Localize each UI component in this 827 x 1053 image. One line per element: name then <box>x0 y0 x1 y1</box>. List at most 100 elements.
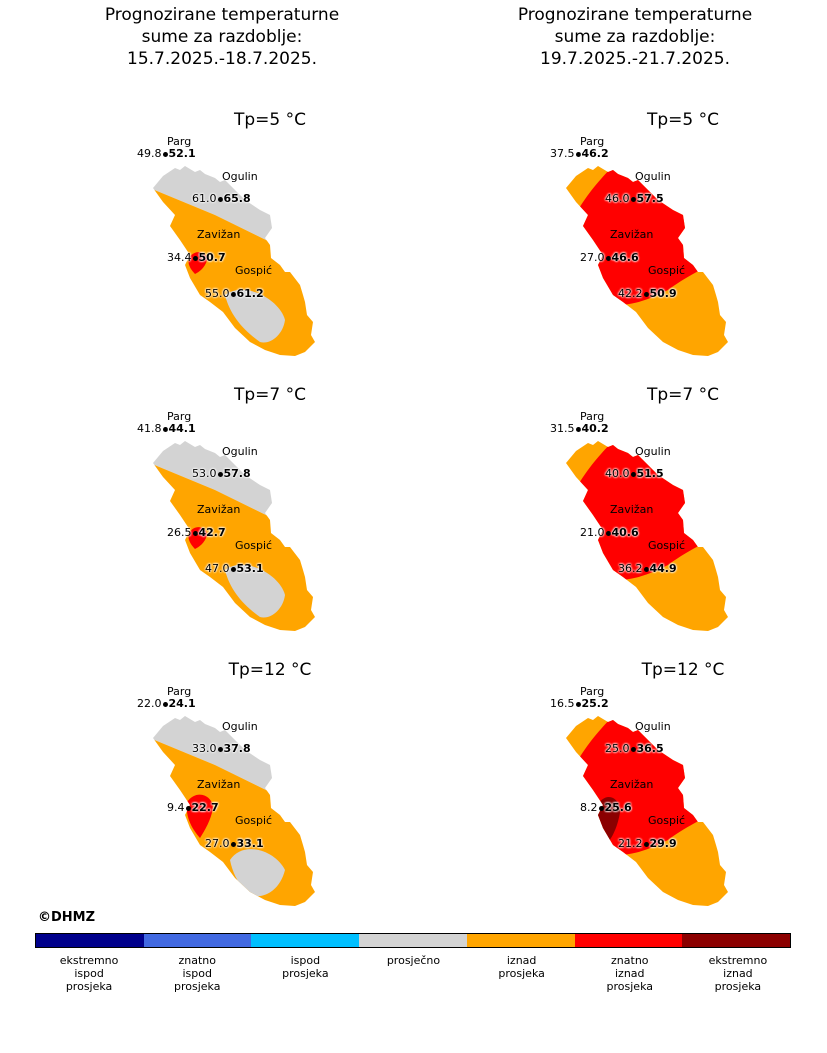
legend-label: ekstremno iznad prosjeka <box>708 954 768 993</box>
station-values: 21.0 40.6 <box>580 526 639 539</box>
station-values: 26.5 42.7 <box>167 526 226 539</box>
panel-title: Tp=7 °C <box>646 385 719 405</box>
station-values: 41.8 44.1 <box>137 422 196 435</box>
observed-sum: 61.0 <box>192 192 217 205</box>
forecast-sum: 46.2 <box>581 147 609 160</box>
legend-label: znatno iznad prosjeka <box>606 954 653 993</box>
station-name: Parg <box>580 135 605 148</box>
forecast-sum: 50.9 <box>649 287 677 300</box>
forecast-sum: 24.1 <box>168 697 196 710</box>
station-values: 55.0 61.2 <box>205 287 264 300</box>
station-name: Gospić <box>648 264 686 277</box>
region-map <box>566 441 728 631</box>
map-panel: Tp=12 °C Parg 22.0 24.1 Ogulin 33.0 37.8 Zaviža… <box>135 660 395 906</box>
station-dot-icon <box>643 291 649 297</box>
station-name: Zavižan <box>610 228 654 241</box>
observed-sum: 27.0 <box>205 837 230 850</box>
station-dot-icon <box>605 530 611 536</box>
panel-title: Tp=5 °C <box>233 110 306 130</box>
station-name: Gospić <box>235 814 273 827</box>
map-panel: Tp=5 °C Parg 37.5 46.2 Ogulin 46.0 57.5 Zavižan… <box>548 110 808 356</box>
copyright: ©DHMZ <box>38 910 96 925</box>
map-panel: Tp=7 °C Parg 41.8 44.1 Ogulin 53.0 57.8 Zavižan… <box>135 385 395 631</box>
observed-sum: 53.0 <box>192 467 217 480</box>
observed-sum: 31.5 <box>550 422 575 435</box>
forecast-sum: 36.5 <box>636 742 664 755</box>
observed-sum: 8.2 <box>580 801 598 814</box>
observed-sum: 36.2 <box>618 562 643 575</box>
observed-sum: 34.4 <box>167 251 192 264</box>
station-values: 46.0 57.5 <box>605 192 664 205</box>
region-map <box>566 716 728 906</box>
station-values: 27.0 46.6 <box>580 251 639 264</box>
station-name: Parg <box>167 410 192 423</box>
legend-color-segment <box>359 934 467 947</box>
observed-sum: 42.2 <box>618 287 643 300</box>
region-map <box>566 166 728 356</box>
station-name: Ogulin <box>635 445 671 458</box>
station-dot-icon <box>217 471 223 477</box>
observed-sum: 37.5 <box>550 147 575 160</box>
station-values: 53.0 57.8 <box>192 467 251 480</box>
station-name: Zavižan <box>610 503 654 516</box>
station-values: 34.4 50.7 <box>167 251 226 264</box>
station-name: Zavižan <box>610 778 654 791</box>
panel-title: Tp=5 °C <box>646 110 719 130</box>
station-dot-icon <box>192 530 198 536</box>
observed-sum: 40.0 <box>605 467 630 480</box>
legend-label: ekstremno ispod prosjeka <box>59 954 119 993</box>
observed-sum: 46.0 <box>605 192 630 205</box>
station-dot-icon <box>575 701 581 707</box>
legend-color-segment <box>251 934 360 947</box>
forecast-sum: 51.5 <box>636 467 664 480</box>
category-region <box>578 441 728 580</box>
legend-color-segment <box>466 934 575 947</box>
legend-colorbar <box>35 933 791 948</box>
legend-color-segment <box>682 934 791 947</box>
category-region <box>578 166 728 305</box>
station-dot-icon <box>162 426 168 432</box>
station-values: 25.0 36.5 <box>605 742 664 755</box>
station-values: 47.0 53.1 <box>205 562 264 575</box>
category-region <box>186 794 213 838</box>
observed-sum: 21.0 <box>580 526 605 539</box>
station-name: Gospić <box>235 264 273 277</box>
forecast-sum: 61.2 <box>236 287 264 300</box>
observed-sum: 47.0 <box>205 562 230 575</box>
forecast-sum: 65.8 <box>223 192 251 205</box>
station-dot-icon <box>230 291 236 297</box>
forecast-sum: 46.6 <box>611 251 639 264</box>
right-title-line-2: sume za razdoblje: <box>554 27 716 47</box>
station-dot-icon <box>230 841 236 847</box>
station-values: 8.2 25.6 <box>580 801 632 814</box>
observed-sum: 33.0 <box>192 742 217 755</box>
forecast-sum: 53.1 <box>236 562 264 575</box>
station-dot-icon <box>605 255 611 261</box>
category-region <box>225 289 285 343</box>
right-title-line-1: Prognozirane temperaturne <box>517 5 753 25</box>
station-name: Gospić <box>648 539 686 552</box>
forecast-sum: 57.5 <box>636 192 664 205</box>
region-map <box>153 441 315 631</box>
observed-sum: 22.0 <box>137 697 162 710</box>
right-column-title: Prognozirane temperaturne sume za razdob… <box>485 4 785 70</box>
station-name: Ogulin <box>222 445 258 458</box>
region-map <box>153 166 315 356</box>
station-values: 16.5 25.2 <box>550 697 609 710</box>
station-values: 27.0 33.1 <box>205 837 264 850</box>
left-title-line-2: sume za razdoblje: <box>141 27 303 47</box>
station-values: 61.0 65.8 <box>192 192 251 205</box>
station-values: 36.2 44.9 <box>618 562 677 575</box>
legend-labels: ekstremno ispod prosjeka znatno ispod prosjek… <box>35 954 792 993</box>
forecast-sum: 22.7 <box>191 801 219 814</box>
right-title-line-3: 19.7.2025.-21.7.2025. <box>540 49 730 69</box>
station-dot-icon <box>630 471 636 477</box>
station-values: 40.0 51.5 <box>605 467 664 480</box>
forecast-sum: 37.8 <box>223 742 251 755</box>
left-title-line-1: Prognozirane temperaturne <box>104 5 340 25</box>
observed-sum: 25.0 <box>605 742 630 755</box>
forecast-sum: 29.9 <box>649 837 677 850</box>
left-column-title: Prognozirane temperaturne sume za razdob… <box>72 4 372 70</box>
station-values: 49.8 52.1 <box>137 147 196 160</box>
forecast-sum: 44.1 <box>168 422 196 435</box>
